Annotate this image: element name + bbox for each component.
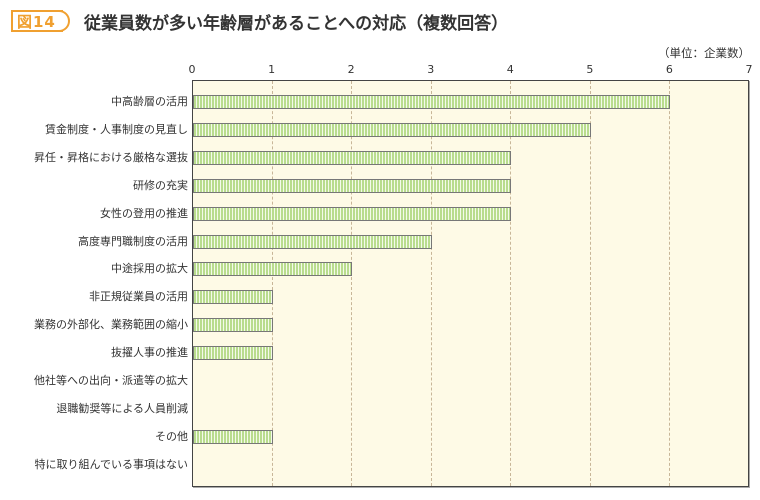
bar — [193, 346, 273, 361]
bar — [193, 206, 512, 221]
figure-badge-cap — [58, 10, 70, 32]
gridline — [510, 81, 512, 486]
x-tick-label: 0 — [188, 63, 196, 76]
category-label: 賃金制度・人事制度の見直し — [45, 122, 188, 136]
x-tick-label: 1 — [268, 63, 276, 76]
unit-label: （単位：企業数） — [658, 46, 750, 60]
bar — [193, 262, 353, 277]
figure-number: 図14 — [17, 12, 56, 31]
bar — [193, 150, 512, 165]
bar — [193, 318, 273, 333]
bar — [193, 178, 512, 193]
gridline — [351, 81, 353, 486]
gridline — [271, 81, 273, 486]
x-tick-label: 2 — [347, 63, 355, 76]
bar — [193, 234, 432, 249]
bar — [193, 95, 671, 109]
x-tick-label: 3 — [427, 63, 435, 76]
category-label: 昇任・昇格における厳格な選抜 — [34, 150, 188, 164]
x-tick-label: 4 — [506, 63, 514, 76]
category-label: 女性の登用の推進 — [100, 206, 188, 220]
category-label: 高度専門職制度の活用 — [78, 234, 188, 248]
category-label: 特に取り組んでいる事項はない — [34, 457, 188, 471]
x-tick-label: 7 — [745, 63, 753, 76]
gridline — [669, 81, 671, 486]
category-label: 業務の外部化、業務範囲の縮小 — [34, 318, 188, 332]
gridline — [589, 81, 591, 486]
category-label: 中途採用の拡大 — [111, 262, 188, 276]
x-tick-label: 5 — [586, 63, 594, 76]
bar — [193, 290, 273, 305]
x-tick-label: 6 — [665, 63, 673, 76]
category-label: 退職勧奨等による人員削減 — [56, 401, 188, 415]
category-label: 他社等への出向・派遣等の拡大 — [34, 374, 188, 387]
plot-area — [192, 80, 749, 487]
bar — [193, 429, 273, 444]
category-label: 中高齢層の活用 — [111, 95, 188, 108]
category-label: 抜擢人事の推進 — [111, 346, 188, 360]
category-label: 非正規従業員の活用 — [89, 290, 188, 304]
category-label: 研修の充実 — [133, 178, 188, 192]
category-label: その他 — [155, 429, 188, 443]
chart-title: 従業員数が多い年齢層があることへの対応（複数回答） — [84, 14, 509, 34]
gridline — [430, 81, 432, 486]
figure-badge-box: 図14 — [11, 10, 63, 32]
bar — [193, 122, 591, 137]
